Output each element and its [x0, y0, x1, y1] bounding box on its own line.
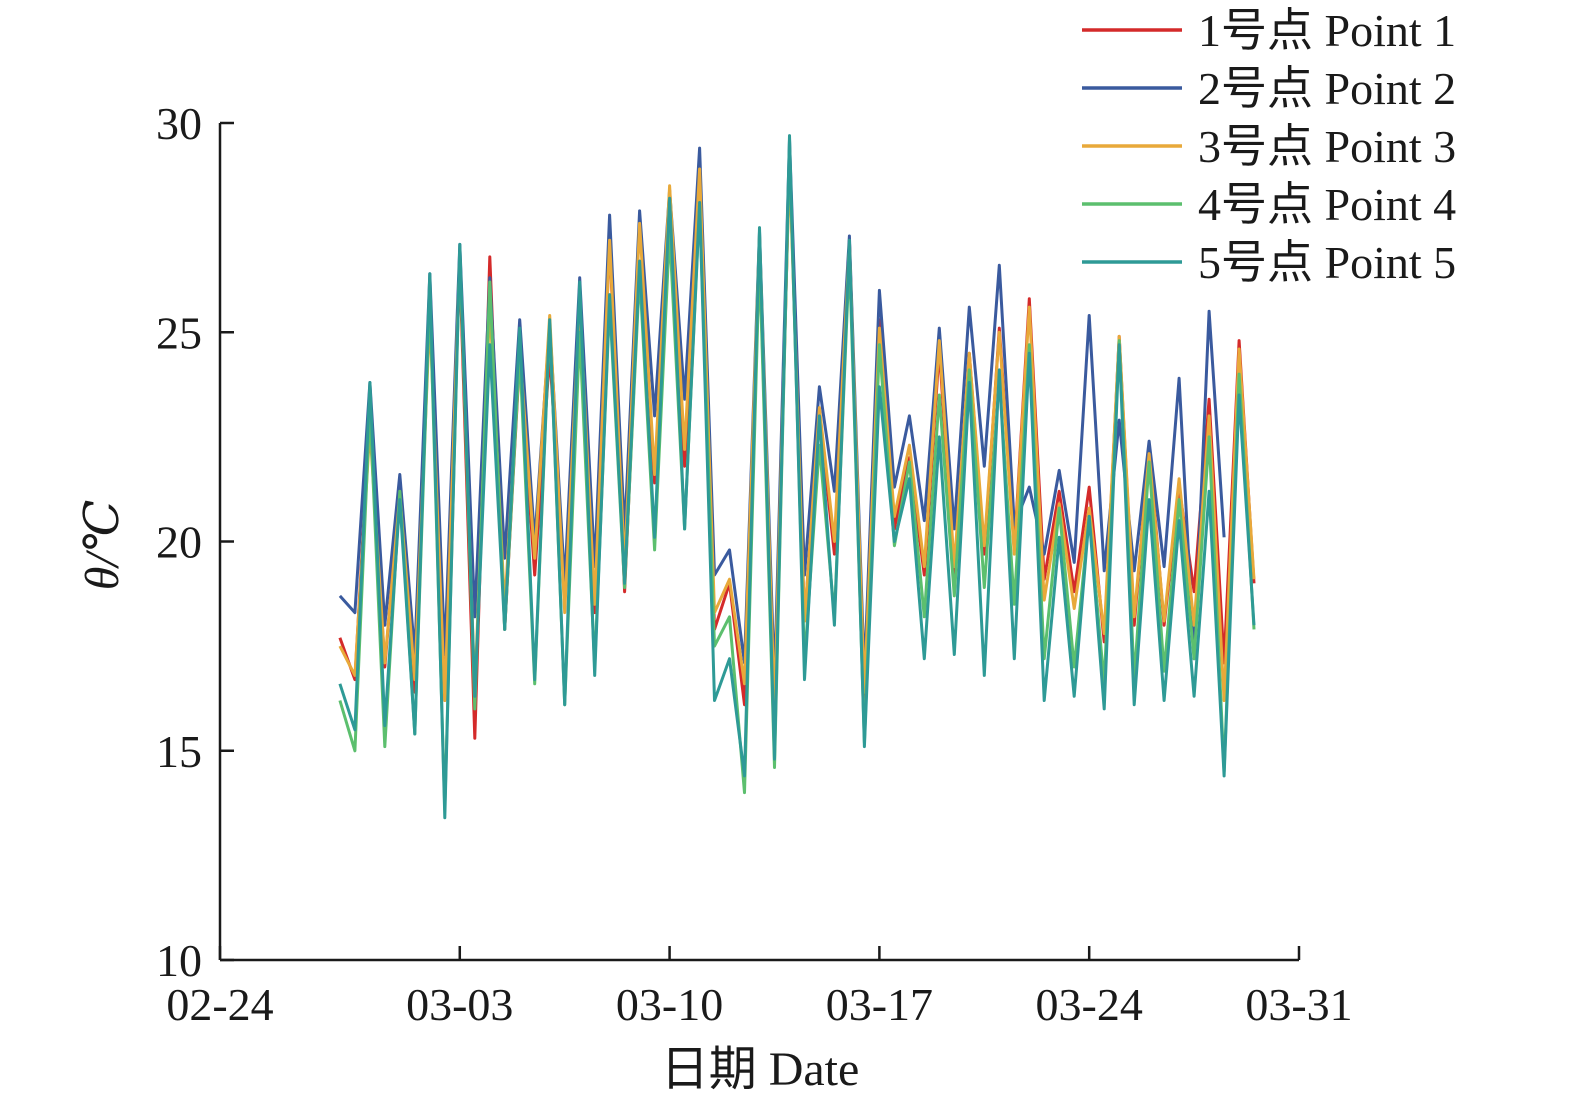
- y-axis-title: θ/℃: [76, 500, 129, 591]
- x-tick-label: 03-17: [826, 979, 933, 1030]
- series-line-point-5: [338, 134, 1256, 820]
- x-tick-label: 03-10: [616, 979, 723, 1030]
- x-tick-label: 03-03: [406, 979, 513, 1030]
- legend-label: 4号点 Point 4: [1198, 179, 1456, 230]
- legend-label: 3号点 Point 3: [1198, 121, 1456, 172]
- y-tick-label: 10: [156, 935, 202, 986]
- legend-label: 2号点 Point 2: [1198, 63, 1456, 114]
- x-ticks: 02-24 03-03 03-10 03-17 03-24 03-31: [166, 946, 1353, 1030]
- legend: 1号点 Point 1 2号点 Point 2 3号点 Point 3 4号点 Poi…: [1082, 5, 1456, 288]
- x-tick-label: 02-24: [166, 979, 273, 1030]
- series-layer: [338, 134, 1256, 820]
- y-tick-label: 20: [156, 517, 202, 568]
- legend-label: 5号点 Point 5: [1198, 237, 1456, 288]
- x-tick-label: 03-24: [1036, 979, 1143, 1030]
- y-tick-label: 25: [156, 307, 202, 358]
- y-tick-label: 30: [156, 98, 202, 149]
- legend-label: 1号点 Point 1: [1198, 5, 1456, 56]
- x-axis-title: 日期 Date: [661, 1043, 860, 1096]
- y-tick-label: 15: [156, 726, 202, 777]
- x-tick-label: 03-31: [1245, 979, 1352, 1030]
- y-ticks: 10 15 20 25 30: [156, 98, 234, 986]
